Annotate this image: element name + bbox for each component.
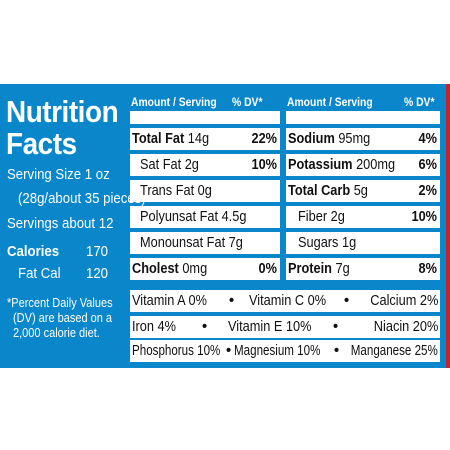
vitamin-item: Magnesium 10% — [234, 341, 320, 361]
serving-size: Serving Size 1 oz — [7, 166, 110, 184]
nutrient-dv: 0% — [259, 259, 277, 279]
separator-dot: • — [334, 341, 339, 361]
nutrient-name: Total Fat — [132, 131, 184, 147]
nutrient-amount: 7g — [336, 261, 350, 277]
nutrient-dv: 4% — [419, 129, 437, 149]
vitamin-item: Niacin 20% — [373, 317, 438, 337]
header-rule-right — [286, 111, 440, 124]
nutrient-name: Sugars — [298, 235, 338, 251]
nutrient-amount: 95mg — [338, 131, 370, 147]
nutrient-name: Total Carb — [288, 183, 350, 199]
nutrition-label: Nutrition Facts Serving Size 1 oz (28g/a… — [0, 84, 446, 368]
footnote-line-1: *Percent Daily Values — [7, 296, 113, 311]
nutrient-name: Polyunsat Fat — [140, 209, 218, 225]
nutrient-amount: 5g — [354, 183, 368, 199]
nutrient-dv: 22% — [251, 129, 277, 149]
nutrient-name: Trans Fat — [140, 183, 194, 199]
nutrient-amount: 200mg — [356, 157, 395, 173]
separator-dot: • — [202, 317, 207, 337]
label-edge-strip — [446, 84, 450, 368]
vitamin-item: Vitamin C 0% — [249, 291, 326, 311]
nutrient-dv: 10% — [251, 155, 277, 175]
header-dv-right: % DV* — [404, 96, 434, 110]
servings-per-container: Servings about 12 — [7, 215, 113, 233]
nutrient-dv: 2% — [419, 181, 437, 201]
title-line-1: Nutrition — [6, 96, 118, 127]
footnote-line-3: 2,000 calorie diet. — [13, 326, 100, 341]
nutrient-amount: 14g — [188, 131, 209, 147]
nutrient-dv: 6% — [419, 155, 437, 175]
nutrient-name: Cholest — [132, 261, 179, 277]
fat-calories-label: Fat Cal — [18, 265, 61, 283]
nutrient-amount: 1g — [342, 235, 356, 251]
header-amount-left: Amount / Serving — [131, 96, 217, 110]
vitamin-item: Calcium 2% — [370, 291, 438, 311]
footnote-line-2: (DV) are based on a — [13, 311, 112, 326]
vitamin-item: Manganese 25% — [351, 341, 438, 361]
nutrient-name: Sat Fat — [140, 157, 181, 173]
vitamin-item: Phosphorus 10% — [132, 341, 220, 361]
separator-dot: • — [226, 341, 231, 361]
nutrient-name: Protein — [288, 261, 332, 277]
nutrient-name: Potassium — [288, 157, 353, 173]
nutrient-amount: 2g — [331, 209, 345, 225]
nutrient-amount: 2g — [185, 157, 199, 173]
nutrient-name: Fiber — [298, 209, 327, 225]
vitamin-item: Vitamin A 0% — [132, 291, 207, 311]
nutrient-dv: 10% — [411, 207, 437, 227]
separator-dot: • — [229, 291, 234, 311]
header-dv-left: % DV* — [232, 96, 262, 110]
header-rule-left — [130, 111, 280, 124]
calories-label: Calories — [7, 243, 59, 261]
title-line-2: Facts — [6, 128, 77, 159]
nutrient-amount: 7g — [229, 235, 243, 251]
header-amount-right: Amount / Serving — [287, 96, 373, 110]
nutrient-name: Sodium — [288, 131, 335, 147]
separator-dot: • — [333, 317, 338, 337]
vitamin-item: Vitamin E 10% — [228, 317, 311, 337]
separator-dot: • — [344, 291, 349, 311]
nutrient-amount: 4.5g — [222, 209, 247, 225]
nutrient-dv: 8% — [419, 259, 437, 279]
nutrient-amount: 0g — [198, 183, 212, 199]
nutrient-amount: 0mg — [182, 261, 207, 277]
fat-calories-value: 120 — [86, 265, 108, 283]
vitamin-item: Iron 4% — [132, 317, 176, 337]
serving-detail: (28g/about 35 pieces) — [18, 190, 146, 208]
nutrient-name: Monounsat Fat — [140, 235, 225, 251]
calories-value: 170 — [86, 243, 108, 261]
